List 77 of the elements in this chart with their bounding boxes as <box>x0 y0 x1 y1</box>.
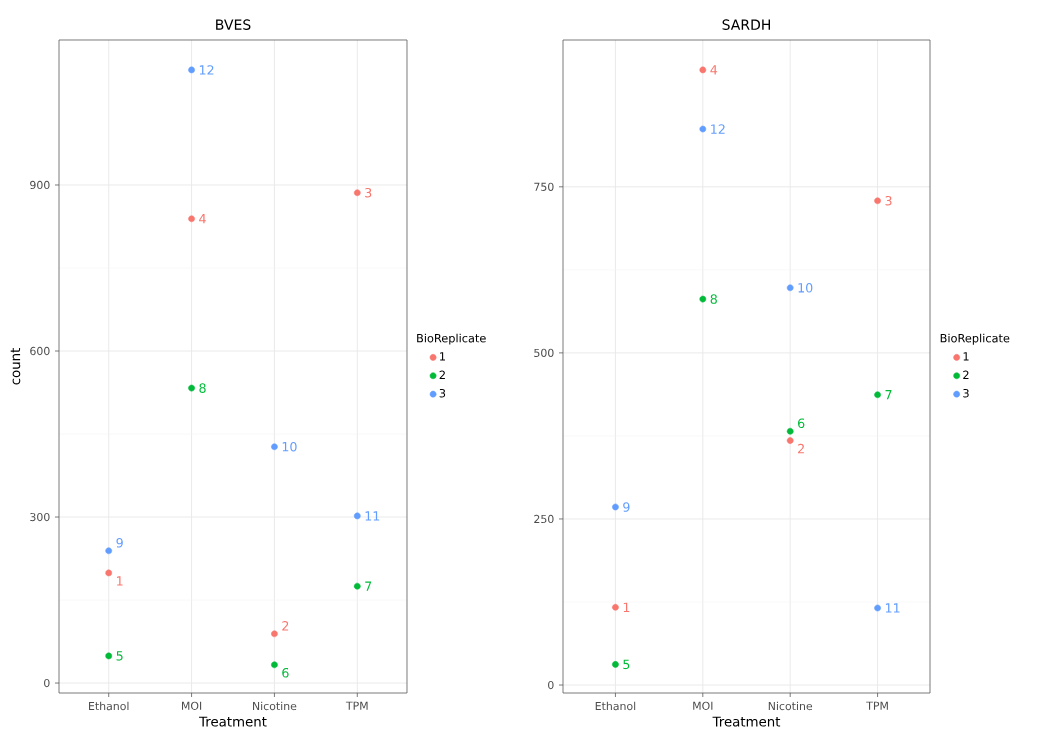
chart-title: BVES <box>216 19 251 30</box>
point <box>105 569 113 577</box>
point <box>874 391 881 399</box>
point <box>786 427 794 435</box>
annotation: 8 <box>199 383 206 393</box>
point <box>353 512 361 520</box>
legend-label: 1 <box>963 352 969 361</box>
annotation: 9 <box>116 537 123 548</box>
point <box>353 189 361 197</box>
annotation: 10 <box>282 441 297 452</box>
legend-label: 2 <box>439 370 445 379</box>
point <box>188 384 195 392</box>
legend-label: 3 <box>963 388 969 398</box>
annotation: 12 <box>711 124 725 134</box>
annotation: 3 <box>365 187 372 198</box>
x-tick-label: Nicotine <box>253 701 297 711</box>
annotation: 11 <box>365 511 380 521</box>
point <box>612 503 619 511</box>
x-tick-label: TPM <box>866 701 888 710</box>
x-tick-label: Ethanol <box>89 701 129 711</box>
x-tick-label: MOI <box>182 701 202 710</box>
point <box>271 443 278 451</box>
legend-title: BioReplicate <box>940 333 1010 345</box>
point <box>188 66 195 74</box>
point <box>353 582 361 590</box>
annotation: 1 <box>623 602 630 612</box>
y-tick-label: 750 <box>534 182 554 191</box>
point <box>105 547 113 555</box>
annotation: 7 <box>885 390 892 400</box>
y-tick-label: 600 <box>30 346 50 356</box>
annotation: 4 <box>710 65 718 75</box>
x-tick-label: TPM <box>345 701 368 710</box>
legend-label: 3 <box>439 388 446 398</box>
y-tick-label: 900 <box>30 180 50 190</box>
annotation: 3 <box>885 195 892 206</box>
y-tick-label: 500 <box>534 348 554 358</box>
point <box>699 66 707 74</box>
y-tick-label: 0 <box>548 680 554 690</box>
y-axis-title: count <box>10 347 21 385</box>
annotation: 10 <box>798 282 813 293</box>
annotation: 2 <box>282 621 289 631</box>
annotation: 12 <box>199 65 214 75</box>
annotation: 2 <box>798 443 804 454</box>
annotation: 5 <box>623 659 630 670</box>
point <box>786 284 794 292</box>
point <box>271 630 278 638</box>
annotation: 5 <box>116 651 123 661</box>
point <box>786 437 794 444</box>
annotation: 8 <box>710 294 717 304</box>
annotation: 11 <box>885 603 900 613</box>
point <box>612 661 619 668</box>
point <box>612 603 619 611</box>
y-tick-label: 250 <box>534 514 554 524</box>
x-axis-title: Treatment <box>199 716 267 727</box>
x-axis-title: Treatment <box>712 716 781 727</box>
y-tick-label: 300 <box>30 512 50 522</box>
y-tick-label: 0 <box>44 678 50 688</box>
point <box>874 604 881 612</box>
annotation: 6 <box>798 418 805 429</box>
chart-title: SARDH <box>722 19 770 30</box>
x-tick-label: MOI <box>693 701 713 710</box>
point <box>699 125 707 133</box>
legend-label: 1 <box>440 352 445 361</box>
point <box>105 652 113 660</box>
annotation: 6 <box>282 667 289 678</box>
legend-title: BioReplicate <box>417 333 486 345</box>
annotation: 7 <box>365 581 372 591</box>
point <box>874 197 881 205</box>
x-tick-label: Ethanol <box>595 701 636 711</box>
annotation: 9 <box>623 502 630 512</box>
legend-label: 2 <box>963 370 969 379</box>
annotation: 4 <box>199 214 206 224</box>
x-tick-label: Nicotine <box>768 701 813 711</box>
point <box>699 295 707 303</box>
annotation: 1 <box>117 576 123 586</box>
point <box>188 215 195 223</box>
point <box>271 661 278 669</box>
